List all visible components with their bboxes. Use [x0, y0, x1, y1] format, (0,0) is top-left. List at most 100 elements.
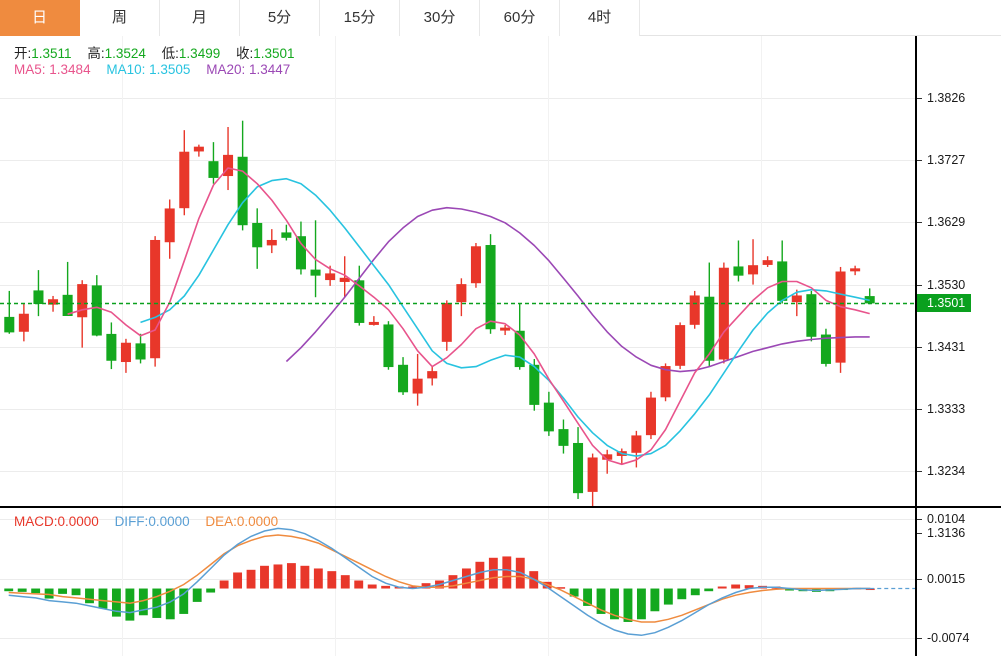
- candle: [208, 142, 219, 184]
- tab-5[interactable]: 30分: [400, 0, 480, 36]
- current-price-tag: 1.3501: [917, 293, 972, 312]
- candle: [762, 256, 773, 267]
- macd-histogram-bar: [690, 588, 700, 596]
- macd-histogram-bar: [865, 588, 875, 591]
- tab-4[interactable]: 15分: [320, 0, 400, 36]
- price-axis-label: 1.3727: [927, 153, 966, 168]
- tab-6[interactable]: 60分: [480, 0, 560, 36]
- candle: [164, 199, 175, 259]
- macd-histogram-bar: [785, 588, 794, 591]
- macd-histogram-bar: [138, 588, 148, 616]
- macd-histogram-bar: [327, 571, 337, 589]
- axis-tick: [917, 533, 922, 534]
- candle: [398, 357, 409, 395]
- axis-tick: [917, 284, 922, 286]
- macd-histogram-bar: [219, 580, 229, 589]
- candle: [237, 120, 248, 231]
- tab-3[interactable]: 5分: [240, 0, 320, 36]
- price-axis-label: 1.3333: [927, 401, 966, 416]
- macd-histogram-bar: [650, 588, 660, 612]
- candle: [383, 321, 394, 370]
- macd-histogram-bar: [179, 588, 189, 614]
- macd-histogram-bar: [448, 575, 458, 589]
- ma5-line: [67, 167, 870, 466]
- macd-histogram-bar: [340, 575, 350, 589]
- candle: [77, 280, 88, 348]
- candle: [223, 127, 234, 191]
- candle: [631, 430, 642, 468]
- candle: [675, 322, 686, 370]
- macd-histogram-bar: [58, 588, 68, 594]
- candle: [602, 449, 613, 474]
- candle: [864, 288, 875, 305]
- tab-bar-filler: [640, 0, 1001, 35]
- candle: [514, 303, 525, 370]
- ma10-line: [140, 177, 870, 457]
- macd-histogram-bar: [31, 588, 41, 594]
- macd-histogram-bar: [152, 588, 162, 618]
- candle: [106, 322, 117, 370]
- macd-histogram-bar: [125, 588, 135, 621]
- tab-0[interactable]: 日: [0, 0, 80, 36]
- candle: [135, 333, 146, 364]
- candle: [354, 265, 365, 326]
- chart-area: 1.3826 1.3727 1.3629 1.3530 1.3431 1.3333 1.32…: [0, 36, 1001, 656]
- price-axis-label: 1.3136: [927, 526, 966, 540]
- timeframe-tab-bar[interactable]: 日周月 5分 15分 30分 60分 4时: [0, 0, 1001, 36]
- candle: [441, 300, 452, 351]
- macd-histogram-bar: [233, 572, 243, 589]
- candle: [281, 224, 292, 241]
- candle: [339, 256, 350, 298]
- macd-axis-label: 0.0015: [927, 571, 966, 586]
- macd-histogram-bar: [744, 585, 754, 589]
- axis-tick: [917, 471, 922, 473]
- candle: [835, 266, 846, 373]
- macd-axis: 0.0104 0.0015 -0.0074: [915, 508, 1001, 656]
- macd-histogram-bar: [623, 588, 633, 622]
- price-axis-label: 1.3826: [927, 91, 966, 105]
- tab-7[interactable]: 4时: [560, 0, 640, 36]
- candle: [456, 278, 467, 317]
- candle: [266, 229, 277, 254]
- candle: [543, 391, 554, 436]
- price-axis-label: 1.3629: [927, 215, 966, 230]
- candle: [18, 303, 29, 342]
- tab-2[interactable]: 月: [160, 0, 240, 36]
- axis-tick: [917, 160, 922, 162]
- macd-histogram-bar: [461, 568, 471, 589]
- candle: [368, 316, 379, 326]
- price-axis: 1.3826 1.3727 1.3629 1.3530 1.3431 1.3333 1.32…: [915, 36, 1001, 540]
- price-axis-label: 1.3234: [927, 464, 966, 479]
- macd-histogram-bar: [260, 565, 269, 589]
- candle: [733, 240, 744, 282]
- candle: [573, 427, 584, 499]
- macd-histogram-bar: [636, 588, 646, 620]
- candle: [150, 236, 161, 367]
- macd-histogram-bar: [610, 588, 619, 620]
- candle: [820, 328, 831, 367]
- candle: [252, 208, 263, 269]
- candle: [62, 261, 73, 316]
- macd-plot[interactable]: [0, 508, 915, 656]
- candle: [179, 130, 190, 216]
- price-plot[interactable]: [0, 36, 915, 506]
- axis-tick: [917, 519, 922, 520]
- candle: [645, 391, 656, 440]
- macd-svg: [0, 508, 915, 656]
- candle: [48, 295, 59, 312]
- axis-tick: [917, 347, 922, 349]
- macd-histogram-bar: [98, 588, 108, 609]
- macd-histogram-bar: [4, 588, 14, 592]
- axis-tick: [917, 408, 922, 410]
- macd-histogram-bar: [556, 587, 566, 589]
- ma20-line: [285, 206, 870, 373]
- macd-histogram-bar: [85, 588, 94, 604]
- macd-histogram-bar: [488, 557, 498, 589]
- macd-histogram-bar: [300, 565, 310, 589]
- candle: [470, 243, 481, 288]
- tab-1[interactable]: 周: [80, 0, 160, 36]
- macd-axis-label: -0.0074: [927, 631, 970, 645]
- macd-histogram-bar: [408, 586, 418, 589]
- candle: [689, 290, 700, 329]
- macd-histogram-bar: [704, 588, 714, 592]
